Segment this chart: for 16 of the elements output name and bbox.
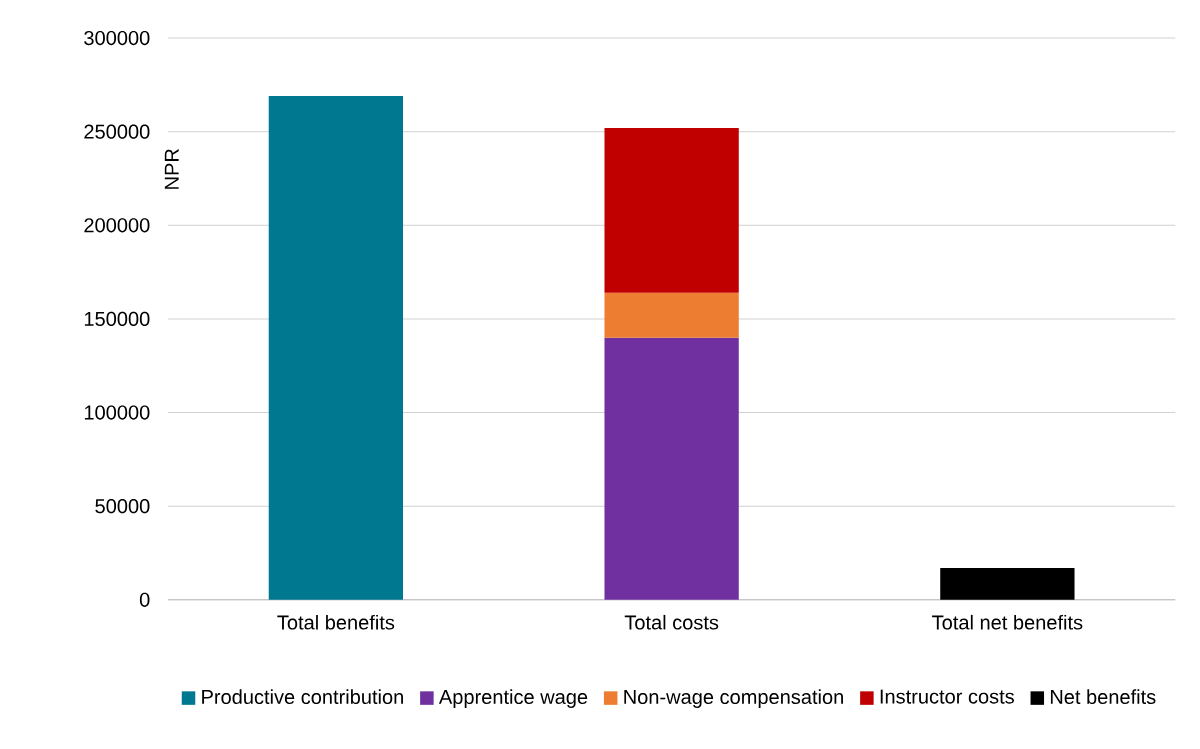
y-tick-label: 150000 (84, 311, 150, 326)
y-tick-label: 300000 (84, 30, 150, 46)
legend-label: Instructor costs (880, 689, 1014, 704)
legend-label: Non-wage compensation (624, 689, 843, 708)
x-tick-label: Total net benefits (932, 614, 1083, 630)
legend-label: Net benefits (1050, 689, 1156, 705)
y-tick-label: 50000 (95, 499, 150, 514)
x-tick-label: Total costs (624, 614, 719, 630)
y-axis-title: NPR (164, 149, 179, 189)
y-tick-label: 100000 (84, 405, 150, 420)
y-tick-label: 0 (139, 592, 150, 607)
legend-label: Apprentice wage (438, 689, 588, 708)
y-tick-label: 250000 (84, 124, 150, 139)
x-tick-label: Total benefits (277, 614, 395, 630)
y-tick-label: 200000 (84, 218, 150, 233)
legend-label: Productive contribution (202, 689, 403, 705)
